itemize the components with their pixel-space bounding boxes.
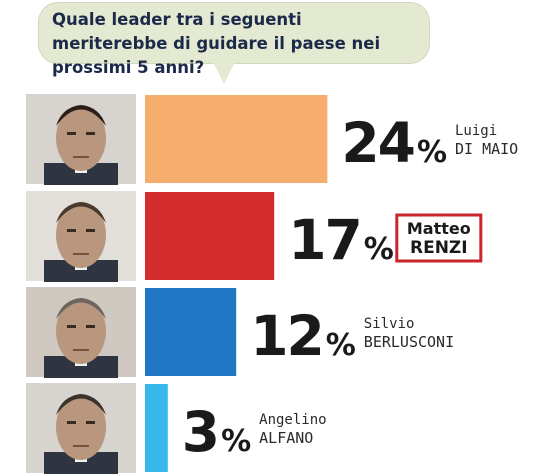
photo-suit <box>44 356 118 378</box>
value-label-2: 17% <box>288 208 394 272</box>
value-label-3: 12% <box>250 304 356 368</box>
photo-face <box>56 394 106 460</box>
last-name-1: DI MAIO <box>455 140 518 158</box>
photo-eye-right <box>86 325 95 328</box>
bar-4 <box>145 384 168 472</box>
photo-eye-left <box>67 132 76 135</box>
chart-title: Quale leader tra i seguenti meriterebbe … <box>52 10 381 77</box>
last-name-3: BERLUSCONI <box>364 333 454 351</box>
bar-2 <box>145 192 275 280</box>
photo-face <box>56 202 106 268</box>
photo-mouth <box>73 445 89 447</box>
first-name-4: Angelino <box>259 412 326 428</box>
last-name-2: RENZI <box>410 238 468 258</box>
photo-hair <box>56 105 106 126</box>
first-name-1: Luigi <box>455 123 497 139</box>
bar-1 <box>145 95 328 183</box>
photo-mouth <box>73 156 89 158</box>
photo-mouth <box>73 349 89 351</box>
leader-photo-1 <box>26 94 136 185</box>
photo-mouth <box>73 253 89 255</box>
value-label-4: 3% <box>182 400 251 464</box>
photo-hair <box>56 298 106 319</box>
photo-hair <box>56 394 106 415</box>
question-bubble-tail <box>213 62 235 84</box>
last-name-4: ALFANO <box>259 429 313 447</box>
question-bubble <box>38 2 430 64</box>
photo-eye-left <box>67 229 76 232</box>
photo-hair <box>56 202 106 223</box>
photo-face <box>56 298 106 364</box>
photo-eye-left <box>67 421 76 424</box>
first-name-2: Matteo <box>407 219 471 238</box>
photo-suit <box>44 452 118 474</box>
value-label-1: 24% <box>341 111 447 175</box>
leader-photo-4 <box>26 383 136 474</box>
photo-suit <box>44 260 118 282</box>
photo-eye-right <box>86 229 95 232</box>
leader-photo-3 <box>26 287 136 378</box>
photo-suit <box>44 163 118 185</box>
photo-eye-right <box>86 421 95 424</box>
photo-eye-right <box>86 132 95 135</box>
first-name-3: Silvio <box>364 316 415 332</box>
leader-photo-2 <box>26 191 136 282</box>
photo-eye-left <box>67 325 76 328</box>
highlight-box-2 <box>395 213 483 263</box>
photo-face <box>56 105 106 171</box>
bar-3 <box>145 288 237 376</box>
